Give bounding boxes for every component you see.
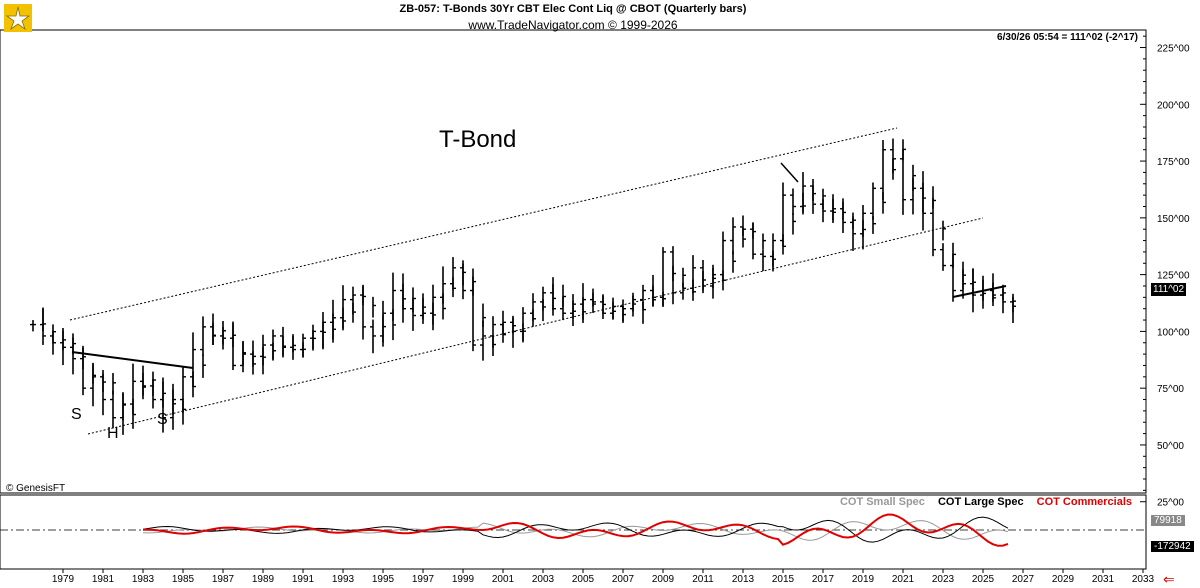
cot-lines bbox=[142, 513, 1009, 547]
last-price-tag: 111^02 bbox=[1151, 283, 1187, 296]
lower-channel-line bbox=[87, 217, 984, 435]
x-tick-label: 2001 bbox=[492, 574, 515, 585]
y-tick-label: 25^00 bbox=[1157, 498, 1184, 509]
price-bars bbox=[30, 138, 1016, 435]
x-tick-label: 1987 bbox=[212, 574, 235, 585]
x-tick-label: 1993 bbox=[332, 574, 355, 585]
x-tick-label: 2017 bbox=[812, 574, 835, 585]
price-readout: 6/30/26 05:54 = 111^02 (-2^17) bbox=[997, 32, 1138, 43]
price-panel-border bbox=[0, 29, 1147, 494]
x-tick-label: 1983 bbox=[132, 574, 155, 585]
x-tick-label: 1981 bbox=[92, 574, 115, 585]
x-tick-label: 2003 bbox=[532, 574, 555, 585]
x-tick-label: 2015 bbox=[772, 574, 795, 585]
cot-high-tag: 79918 bbox=[1151, 515, 1185, 526]
cot-commercials-line bbox=[142, 513, 1009, 547]
x-tick-label: 2025 bbox=[972, 574, 995, 585]
x-tick-label: 2009 bbox=[652, 574, 675, 585]
support-line bbox=[952, 285, 1007, 298]
chart-subtitle[interactable]: www.TradeNavigator.com © 1999-2026 bbox=[468, 18, 678, 32]
legend-commercials: COT Commercials bbox=[1036, 496, 1132, 508]
y-tick-label: 200^00 bbox=[1157, 100, 1190, 111]
x-tick-label: 2007 bbox=[612, 574, 635, 585]
y-tick-label: 150^00 bbox=[1157, 214, 1190, 225]
x-tick-label: 1999 bbox=[452, 574, 475, 585]
y-tick-label: 175^00 bbox=[1157, 157, 1190, 168]
x-tick-label: 2011 bbox=[692, 574, 714, 585]
right-shoulder-label: S bbox=[157, 411, 168, 428]
x-axis: 1979 1981 1983 1985 1987 1989 1991 1993 1995 1997… bbox=[0, 568, 1155, 585]
x-tick-label: 1995 bbox=[372, 574, 395, 585]
x-tick-label: 2013 bbox=[732, 574, 755, 585]
x-tick-label: 1997 bbox=[412, 574, 435, 585]
wedge-line bbox=[780, 162, 799, 183]
scroll-left-arrow-icon[interactable]: ⇐ bbox=[1163, 571, 1175, 587]
head-label: H bbox=[107, 425, 119, 442]
cot-low-tag: -172942 bbox=[1151, 541, 1194, 552]
x-tick-label: 1979 bbox=[52, 574, 75, 585]
x-tick-label: 2021 bbox=[892, 574, 915, 585]
x-tick-label: 1985 bbox=[172, 574, 195, 585]
cot-large-spec-line bbox=[142, 516, 1009, 543]
x-tick-label: 2027 bbox=[1012, 574, 1035, 585]
y-tick-label: 50^00 bbox=[1157, 441, 1184, 452]
x-tick-label: 2023 bbox=[932, 574, 955, 585]
cot-legend: COT Small Spec COT Large Spec COT Commer… bbox=[830, 496, 1132, 508]
x-tick-label: 2029 bbox=[1052, 574, 1075, 585]
x-tick-label: 2031 bbox=[1092, 574, 1115, 585]
y-tick-label: 225^00 bbox=[1157, 44, 1190, 55]
trend-lines bbox=[69, 127, 1007, 435]
legend-large-spec: COT Large Spec bbox=[937, 496, 1024, 508]
x-tick-label: 2005 bbox=[572, 574, 595, 585]
t-bond-label: T-Bond bbox=[439, 126, 517, 153]
left-shoulder-label: S bbox=[71, 406, 82, 423]
x-tick-label: 2019 bbox=[852, 574, 875, 585]
x-tick-label: 2033 bbox=[1132, 574, 1155, 585]
chart-title: ZB-057: T-Bonds 30Yr CBT Elec Cont Liq @… bbox=[399, 3, 747, 15]
x-tick-label: 1989 bbox=[252, 574, 275, 585]
y-tick-label: 100^00 bbox=[1157, 327, 1190, 338]
upper-channel-line bbox=[69, 127, 898, 321]
copyright-text: © GenesisFT bbox=[6, 483, 66, 494]
y-tick-label: 75^00 bbox=[1157, 384, 1184, 395]
y-tick-label: 125^00 bbox=[1157, 271, 1190, 282]
y-axis: 25^00 50^00 75^00 100^00 125^00 150^00 175^00 2… bbox=[1140, 35, 1190, 509]
trade-navigator-logo-icon bbox=[4, 4, 32, 32]
legend-small-spec: COT Small Spec bbox=[839, 496, 925, 508]
neckline bbox=[71, 351, 194, 369]
x-tick-label: 1991 bbox=[292, 574, 315, 585]
